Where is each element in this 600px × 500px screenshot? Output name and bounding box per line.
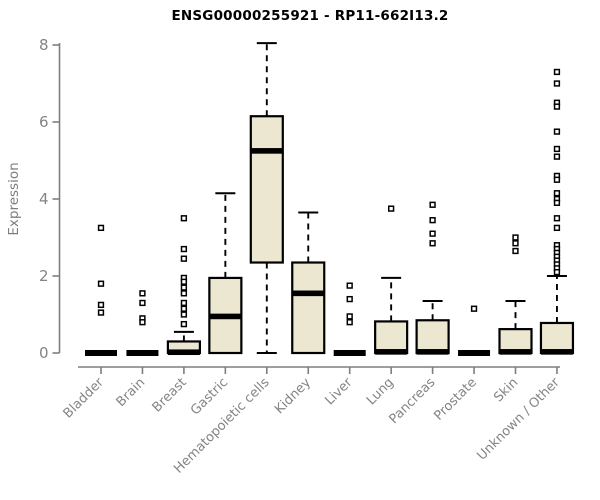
box-Pancreas [415,319,450,355]
median-line [499,349,532,355]
outlier-point [139,290,146,297]
outlier-point [470,305,478,312]
outlier-point [553,215,561,222]
outlier-point [553,68,561,76]
outlier-point [180,278,188,285]
x-tick-label: Brain [114,375,149,410]
outlier-point [512,247,519,255]
outlier-point [180,245,188,253]
outlier-point [97,301,105,309]
outlier-point [97,280,105,287]
x-tick-label: Lung [364,375,397,408]
outlier-point [180,299,188,307]
outlier-point [139,299,146,307]
outlier-point [429,201,436,208]
y-tick-label: 6 [39,113,49,131]
y-tick-label: 0 [39,344,49,362]
outlier-point [512,240,519,247]
outlier-point [97,309,105,316]
median-line [416,349,449,355]
box-Hematopoietic cells [249,115,284,264]
median-line [250,148,283,154]
outlier-point [553,145,561,153]
median-line [167,349,200,356]
median-line [85,350,117,356]
outlier-point [553,153,561,160]
box-Unknown / Other [539,321,575,355]
outlier-point [553,224,561,232]
x-tick-label: Bladder [61,375,108,422]
y-tick-label: 8 [39,36,49,54]
outlier-point [429,217,436,224]
x-tick-label: Liver [322,375,356,409]
outlier-point [346,313,353,320]
box-Kidney [291,261,326,355]
outlier-point [180,305,188,312]
outlier-point [180,284,188,291]
outlier-point [553,176,561,183]
outlier-point [553,199,561,206]
outlier-point [346,282,353,289]
outlier-point [180,320,188,328]
outlier-point [180,215,188,222]
x-tick-label: Prostate [431,375,479,423]
median-line [126,350,159,356]
outlier-point [553,128,561,135]
median-line [333,350,366,356]
median-line [540,349,573,355]
median-line [292,290,325,297]
outlier-point [180,255,188,262]
outlier-point [388,205,395,212]
outlier-point [553,269,561,276]
median-line [458,350,491,356]
outlier-point [346,295,353,303]
x-tick-label: Kidney [272,375,314,417]
y-tick-label: 4 [39,190,49,208]
outlier-point [139,319,146,326]
x-tick-label: Skin [491,375,521,405]
outlier-point [429,230,436,237]
outlier-point [512,234,519,241]
outlier-point [97,224,105,232]
outlier-point [553,103,561,110]
outlier-point [553,80,561,87]
median-line [375,349,408,355]
x-tick-label: Breast [150,375,190,415]
outlier-point [180,311,188,318]
y-tick-label: 2 [39,267,49,285]
outlier-point [429,240,436,247]
x-tick-label: Pancreas [387,375,439,427]
chart-title: ENSG00000255921 - RP11-662I13.2 [171,8,449,24]
outlier-point [553,190,561,197]
outlier-point [346,319,353,326]
outlier-point [180,290,188,297]
box-Lung [374,320,409,355]
median-line [209,313,242,320]
